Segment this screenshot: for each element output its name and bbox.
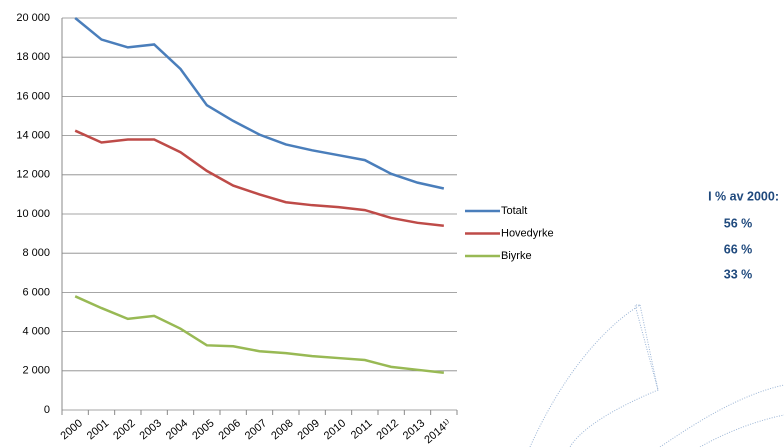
x-tick-label: 2001 bbox=[85, 417, 111, 442]
x-tick-label: 2000 bbox=[58, 417, 84, 442]
y-tick-label: 18 000 bbox=[16, 51, 50, 63]
line-series bbox=[74, 129, 444, 228]
x-tick-label: 2010 bbox=[322, 417, 348, 442]
legend-label: Totalt bbox=[501, 205, 527, 217]
y-tick-label: 8 000 bbox=[22, 247, 50, 259]
x-tick-label: 2007 bbox=[243, 417, 269, 442]
x-tick-label: 2003 bbox=[137, 417, 163, 442]
y-tick-label: 14 000 bbox=[16, 130, 50, 142]
y-tick-label: 16 000 bbox=[16, 90, 50, 102]
x-tick-label: 2009 bbox=[295, 417, 321, 442]
line-series bbox=[74, 295, 444, 375]
y-tick-label: 12 000 bbox=[16, 169, 50, 181]
legend-label: Biyrke bbox=[501, 250, 532, 262]
x-tick-label: 2008 bbox=[269, 417, 295, 442]
y-tick-label: 20 000 bbox=[16, 12, 50, 24]
annotation-item: 56 % bbox=[724, 216, 753, 230]
x-tick-label: 2011 bbox=[349, 417, 375, 441]
y-tick-label: 4 000 bbox=[22, 326, 50, 338]
y-tick-label: 10 000 bbox=[16, 208, 50, 220]
x-tick-label: 2005 bbox=[190, 417, 216, 442]
line-series bbox=[74, 17, 445, 190]
annotation-item: 66 % bbox=[724, 242, 753, 256]
annotation-title: I % av 2000: bbox=[708, 189, 779, 203]
decoration bbox=[529, 304, 784, 447]
x-tick-label: 2006 bbox=[216, 417, 242, 442]
legend-label: Hovedyrke bbox=[501, 227, 554, 239]
y-tick-label: 0 bbox=[44, 404, 50, 416]
x-tick-label: 2002 bbox=[111, 417, 137, 442]
y-tick-label: 6 000 bbox=[22, 286, 50, 298]
y-tick-label: 2 000 bbox=[22, 365, 50, 377]
x-tick-label: 2004 bbox=[164, 417, 190, 442]
annotation-item: 33 % bbox=[724, 267, 753, 281]
x-tick-label: 2014¹⁾ bbox=[422, 417, 454, 446]
x-tick-label: 2012 bbox=[374, 417, 400, 442]
